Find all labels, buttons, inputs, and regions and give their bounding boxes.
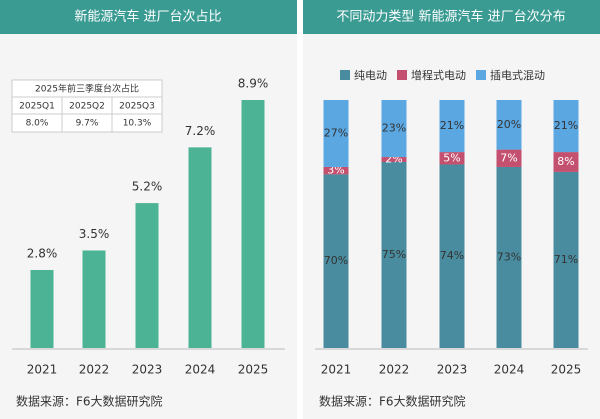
data-label: 21% <box>440 119 464 132</box>
data-label: 3.5% <box>79 227 110 241</box>
data-label: 2.8% <box>27 246 58 260</box>
bar-segment <box>439 164 465 348</box>
x-tick-label: 2021 <box>27 363 58 377</box>
data-label: 8% <box>557 155 574 168</box>
source: 数据来源：F6大数据研究院 <box>16 394 163 409</box>
data-label: 73% <box>497 250 521 263</box>
x-tick-label: 2021 <box>321 363 352 377</box>
bar-segment <box>496 166 522 348</box>
data-label: 7% <box>500 151 517 164</box>
table-header: 2025Q2 <box>69 102 105 112</box>
bar-segment <box>323 166 349 175</box>
table-value: 9.7% <box>76 119 99 129</box>
bar-segment <box>553 152 579 172</box>
source: 数据来源：F6大数据研究院 <box>319 394 466 409</box>
bar <box>135 203 159 348</box>
chart-title: 不同动力类型 新能源汽车 进厂台次分布 <box>336 9 565 25</box>
header <box>0 0 297 34</box>
x-tick-label: 2022 <box>379 363 410 377</box>
x-tick-label: 2023 <box>132 363 163 377</box>
x-tick-label: 2023 <box>437 363 468 377</box>
chart-title: 新能源汽车 进厂台次占比 <box>74 9 221 25</box>
legend-swatch <box>476 70 486 80</box>
bar-segment <box>439 100 465 153</box>
bar-segment <box>439 152 465 165</box>
x-tick-label: 2025 <box>551 363 582 377</box>
bar-segment <box>496 100 522 150</box>
table-cell <box>111 113 163 133</box>
legend-label: 插电式混动 <box>490 68 545 82</box>
data-label: 71% <box>554 253 578 266</box>
bar-segment <box>381 162 407 348</box>
legend-swatch <box>340 70 350 80</box>
inset-table <box>11 79 163 133</box>
x-tick-label: 2022 <box>79 363 110 377</box>
data-label: 74% <box>440 249 464 262</box>
data-label: 20% <box>497 118 521 131</box>
bar-segment <box>381 157 407 162</box>
bar <box>82 250 106 348</box>
bar-segment <box>496 149 522 167</box>
legend-swatch <box>397 70 407 80</box>
data-label: 23% <box>382 122 406 135</box>
bar-segment <box>323 100 349 167</box>
data-label: 8.9% <box>238 77 269 91</box>
data-label: 5.2% <box>132 180 163 194</box>
table-value: 10.3% <box>123 119 152 129</box>
data-label: 70% <box>324 254 348 267</box>
data-label: 21% <box>554 119 578 132</box>
bar-segment <box>323 174 349 348</box>
data-label: 27% <box>324 126 348 139</box>
bar-segment <box>553 100 579 153</box>
bar <box>241 100 265 348</box>
x-tick-label: 2024 <box>494 363 525 377</box>
x-tick-label: 2025 <box>238 363 269 377</box>
x-tick-label: 2024 <box>185 363 216 377</box>
header <box>303 0 600 34</box>
data-label: 5% <box>443 151 460 164</box>
table-header: 2025Q1 <box>19 102 55 112</box>
data-label: 7.2% <box>185 124 216 138</box>
table-value: 8.0% <box>26 119 49 129</box>
table-header: 2025Q3 <box>119 102 155 112</box>
bar <box>30 269 54 348</box>
bar <box>188 147 212 348</box>
bar-segment <box>381 100 407 158</box>
table-title: 2025年前三季度台次占比 <box>35 83 139 95</box>
legend-label: 纯电动 <box>354 69 387 82</box>
data-label: 75% <box>382 248 406 261</box>
legend-label: 增程式电动 <box>411 68 466 82</box>
bar-segment <box>553 171 579 348</box>
